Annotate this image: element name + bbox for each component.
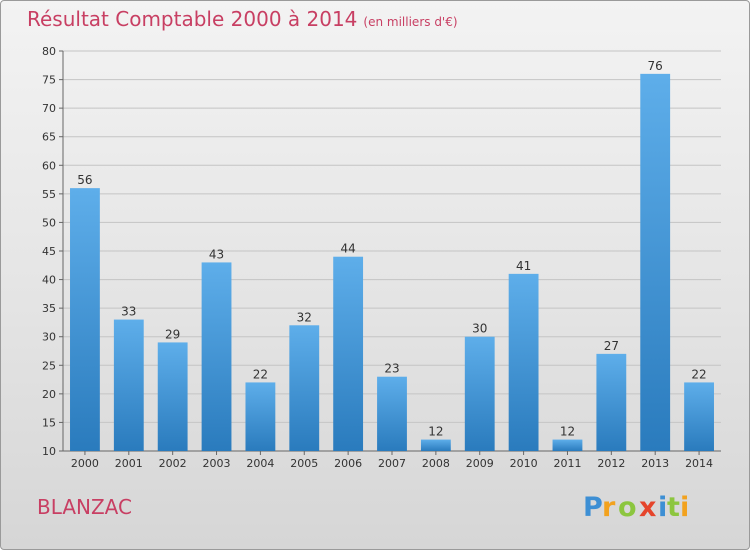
y-tick-label: 55: [42, 188, 56, 201]
x-tick-label: 2003: [203, 457, 231, 470]
data-label: 76: [648, 59, 663, 73]
bar: [289, 325, 320, 451]
data-label: 41: [516, 259, 531, 273]
data-label: 32: [297, 310, 312, 324]
proxiti-logo: P r o x i t i: [583, 492, 689, 523]
data-label: 22: [253, 367, 268, 381]
y-tick-label: 70: [42, 102, 56, 115]
x-tick-label: 2000: [71, 457, 99, 470]
svg-text:P: P: [583, 492, 603, 523]
data-label: 22: [691, 367, 706, 381]
x-tick-label: 2011: [553, 457, 581, 470]
bar: [377, 376, 407, 451]
data-label: 27: [604, 339, 619, 353]
chart-subtitle: (en milliers d'€): [363, 15, 458, 29]
y-tick-label: 35: [42, 302, 56, 315]
svg-text:r: r: [602, 492, 616, 523]
x-tick-label: 2007: [378, 457, 406, 470]
data-label: 12: [428, 425, 443, 439]
svg-text:x: x: [639, 492, 656, 523]
bar: [157, 342, 188, 451]
y-tick-label: 20: [42, 388, 56, 401]
x-tick-label: 2005: [290, 457, 318, 470]
data-label: 23: [384, 362, 399, 376]
bar: [333, 256, 364, 451]
data-label: 12: [560, 425, 575, 439]
data-labels: 56 33 29 43 22 32 44 23 12 30 41 12 27 76 22: [77, 59, 706, 439]
bar: [201, 262, 232, 451]
bar: [640, 73, 671, 451]
x-tick-label: 2008: [422, 457, 450, 470]
data-label: 30: [472, 322, 487, 336]
data-label: 29: [165, 327, 180, 341]
x-tick-label: 2001: [115, 457, 143, 470]
x-tick-label: 2002: [159, 457, 187, 470]
x-tick-label: 2012: [597, 457, 625, 470]
x-tick-label: 2013: [641, 457, 669, 470]
bar: [508, 273, 539, 451]
bar: [596, 353, 627, 451]
x-tick-labels: 2000 2001 2002 2003 2004 2005 2006 2007 2008 2009…: [71, 457, 713, 470]
svg-text:i: i: [680, 492, 689, 523]
bar: [420, 439, 451, 451]
bar: [70, 188, 100, 451]
bar: [464, 336, 495, 451]
y-tick-label: 60: [42, 159, 56, 172]
y-tick-label: 75: [42, 74, 56, 87]
data-label: 44: [340, 242, 355, 256]
svg-text:t: t: [667, 492, 680, 523]
data-label: 56: [77, 173, 92, 187]
data-label: 43: [209, 247, 224, 261]
place-name: BLANZAC: [37, 495, 132, 519]
chart-title: Résultat Comptable 2000 à 2014 (en millie…: [27, 7, 458, 31]
y-tick-label: 15: [42, 416, 56, 429]
bars: [70, 73, 714, 451]
x-tick-label: 2004: [246, 457, 274, 470]
y-tick-label: 40: [42, 274, 56, 287]
x-tick-label: 2009: [466, 457, 494, 470]
bar: [552, 439, 583, 451]
y-tick-label: 50: [42, 216, 56, 229]
y-tick-label: 65: [42, 131, 56, 144]
y-tick-label: 45: [42, 245, 56, 258]
data-label: 33: [121, 305, 136, 319]
x-tick-label: 2014: [685, 457, 713, 470]
x-tick-label: 2006: [334, 457, 362, 470]
y-tick-label: 10: [42, 445, 56, 458]
title-text: Résultat Comptable 2000 à 2014: [27, 7, 358, 31]
bar: [245, 382, 276, 451]
x-tick-label: 2010: [510, 457, 538, 470]
svg-text:o: o: [618, 492, 637, 523]
y-tick-label: 30: [42, 331, 56, 344]
y-tick-label: 80: [42, 45, 56, 58]
y-tick-label: 25: [42, 359, 56, 372]
bar: [113, 319, 144, 451]
bar: [684, 382, 714, 451]
svg-text:i: i: [658, 492, 667, 523]
y-tick-labels: 10 15 20 25 30 35 40 45 50 55 60 65 70 75 80: [42, 45, 56, 458]
